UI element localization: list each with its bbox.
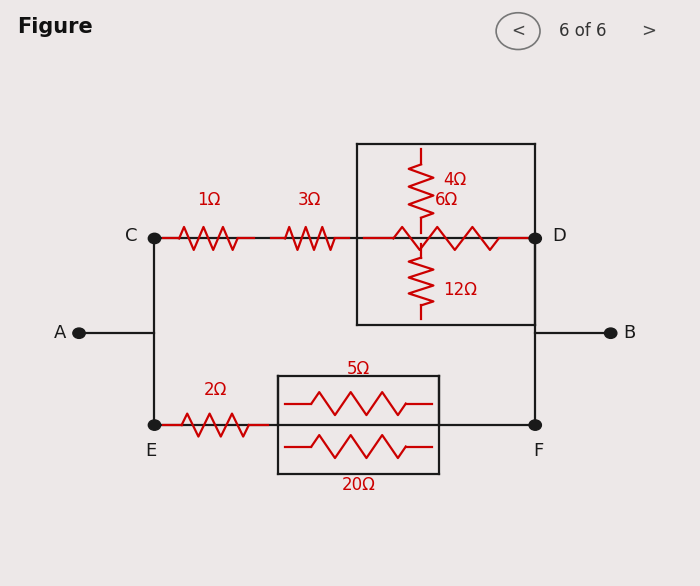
Text: A: A (55, 324, 66, 342)
Text: 6 of 6: 6 of 6 (559, 22, 607, 40)
Text: 2Ω: 2Ω (204, 381, 227, 399)
Text: E: E (146, 442, 157, 461)
Circle shape (605, 328, 617, 338)
Circle shape (529, 420, 541, 430)
Circle shape (148, 233, 161, 244)
Text: 1Ω: 1Ω (197, 190, 220, 209)
Text: 4Ω: 4Ω (443, 171, 466, 189)
Text: B: B (623, 324, 636, 342)
Circle shape (148, 420, 161, 430)
Text: 20Ω: 20Ω (342, 476, 375, 495)
Text: Figure: Figure (18, 18, 93, 38)
Circle shape (73, 328, 85, 338)
Text: D: D (552, 227, 566, 244)
Circle shape (529, 233, 541, 244)
Text: 6Ω: 6Ω (435, 190, 458, 209)
Text: 5Ω: 5Ω (347, 360, 370, 378)
Text: <: < (511, 22, 525, 40)
Text: 3Ω: 3Ω (298, 190, 321, 209)
Text: 12Ω: 12Ω (443, 281, 477, 299)
Text: F: F (533, 442, 544, 461)
Text: >: > (641, 22, 656, 40)
Text: C: C (125, 227, 137, 244)
